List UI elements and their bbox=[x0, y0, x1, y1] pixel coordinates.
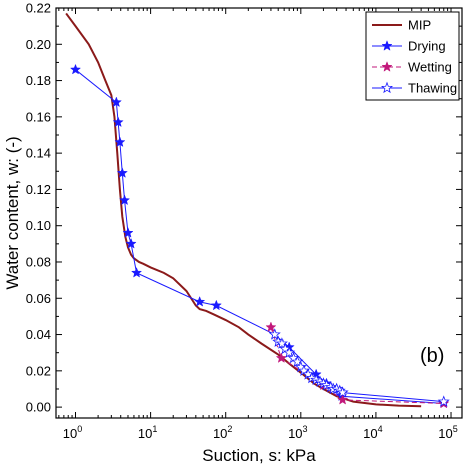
legend-marker bbox=[380, 81, 394, 94]
legend-marker bbox=[381, 40, 393, 51]
data-point bbox=[116, 167, 128, 178]
x-axis-label: Suction, s: kPa bbox=[202, 446, 316, 465]
y-tick-label: 0.12 bbox=[26, 182, 51, 197]
data-point bbox=[194, 295, 206, 307]
series-mip bbox=[65, 12, 422, 408]
y-tick-label: 0.04 bbox=[26, 327, 51, 342]
y-tick-label: 0.14 bbox=[26, 146, 51, 161]
legend-item-wetting: Wetting bbox=[372, 60, 452, 75]
data-point bbox=[275, 352, 287, 363]
legend-item-mip: MIP bbox=[372, 18, 431, 33]
legend-item-drying: Drying bbox=[372, 39, 446, 54]
y-tick-label: 0.06 bbox=[26, 291, 51, 306]
data-point bbox=[110, 96, 122, 108]
y-tick-label: 0.22 bbox=[26, 1, 51, 16]
data-point bbox=[268, 328, 281, 340]
y-tick-label: 0.02 bbox=[26, 363, 51, 378]
plot-area bbox=[65, 12, 450, 409]
x-tick-label: 103 bbox=[288, 424, 307, 441]
panel-label: (b) bbox=[420, 345, 444, 367]
data-point bbox=[125, 237, 137, 249]
x-tick-label: 104 bbox=[363, 424, 382, 441]
series-line-mip bbox=[65, 12, 422, 408]
data-point bbox=[336, 386, 349, 398]
legend-label: Thawing bbox=[408, 81, 457, 96]
data-point bbox=[291, 355, 304, 367]
data-point bbox=[69, 63, 82, 75]
legend-label: Drying bbox=[408, 39, 446, 54]
y-tick-label: 0.00 bbox=[26, 400, 51, 415]
data-point bbox=[283, 346, 296, 358]
data-point bbox=[130, 266, 143, 278]
x-tick-label: 100 bbox=[63, 424, 82, 441]
y-tick-label: 0.08 bbox=[26, 254, 51, 269]
y-tick-label: 0.18 bbox=[26, 73, 51, 88]
x-tick-label: 105 bbox=[438, 424, 457, 441]
legend-box bbox=[365, 11, 460, 101]
y-tick-label: 0.10 bbox=[26, 218, 51, 233]
y-axis-label: Water content, w: (-) bbox=[3, 136, 22, 289]
legend-item-thawing: Thawing bbox=[372, 81, 457, 96]
data-point bbox=[437, 395, 450, 407]
series-drying bbox=[69, 63, 450, 409]
data-point bbox=[122, 227, 134, 238]
data-point bbox=[265, 321, 277, 333]
plot-frame bbox=[55, 7, 463, 419]
data-point bbox=[275, 337, 288, 349]
data-point bbox=[118, 194, 131, 206]
legend: MIP Drying Wetting Thawing bbox=[365, 11, 460, 101]
x-tick-label: 101 bbox=[138, 424, 157, 441]
data-point bbox=[210, 299, 222, 311]
axes: 100 101 102 103 104 105 0.00 0.02 0.04 0.06 0.08 0.… bbox=[26, 1, 463, 441]
data-point bbox=[112, 116, 124, 128]
y-tick-label: 0.20 bbox=[26, 37, 51, 52]
legend-label: MIP bbox=[408, 18, 431, 33]
series-thawing bbox=[268, 328, 450, 407]
x-tick-label: 102 bbox=[213, 424, 232, 441]
legend-label: Wetting bbox=[408, 60, 452, 75]
y-tick-label: 0.16 bbox=[26, 109, 51, 124]
data-point bbox=[114, 136, 126, 148]
legend-marker bbox=[381, 61, 393, 72]
data-point bbox=[336, 393, 349, 405]
